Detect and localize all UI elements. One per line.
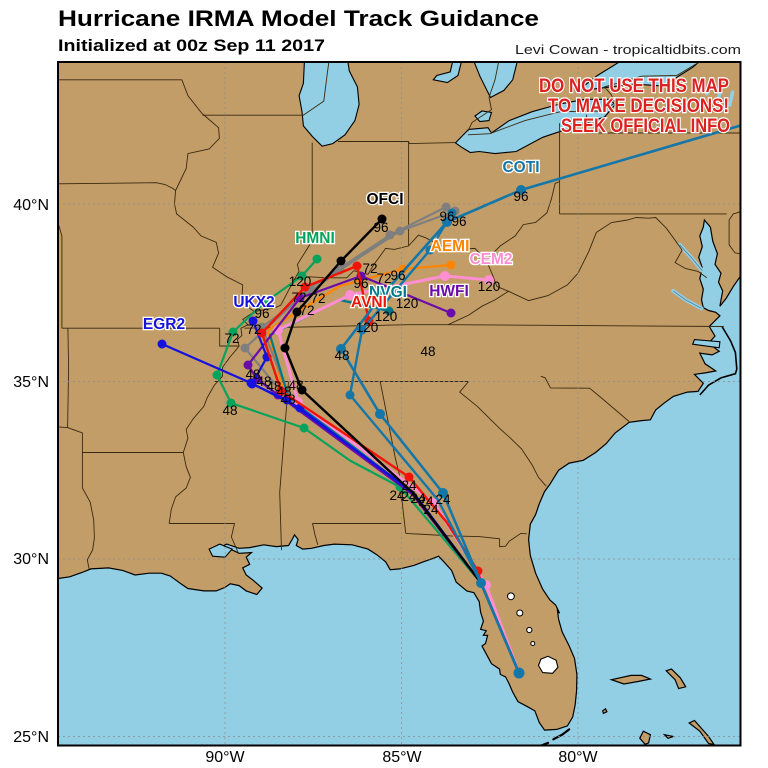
svg-text:120: 120 xyxy=(396,296,419,311)
svg-text:96: 96 xyxy=(451,214,466,229)
svg-text:UKX2: UKX2 xyxy=(233,294,274,311)
svg-text:96: 96 xyxy=(439,209,454,224)
svg-text:24: 24 xyxy=(435,492,451,507)
svg-text:CEM2: CEM2 xyxy=(469,251,512,268)
svg-text:120: 120 xyxy=(478,279,501,294)
svg-text:72: 72 xyxy=(246,322,261,337)
svg-text:35°N: 35°N xyxy=(13,374,49,391)
svg-text:TO MAKE DECISIONS!: TO MAKE DECISIONS! xyxy=(548,96,729,117)
svg-text:24: 24 xyxy=(389,488,405,503)
svg-text:120: 120 xyxy=(356,320,379,335)
svg-text:24: 24 xyxy=(401,478,417,493)
svg-text:48: 48 xyxy=(288,378,303,393)
svg-text:NVGI: NVGI xyxy=(369,284,407,301)
svg-text:OFCI: OFCI xyxy=(366,191,403,208)
svg-text:72: 72 xyxy=(224,331,239,346)
svg-text:96: 96 xyxy=(390,268,405,283)
svg-text:HWFI: HWFI xyxy=(429,283,469,300)
svg-text:40°N: 40°N xyxy=(13,197,49,214)
svg-text:48: 48 xyxy=(266,379,281,394)
svg-text:24: 24 xyxy=(410,491,426,506)
svg-text:COTI: COTI xyxy=(502,159,539,176)
svg-text:48: 48 xyxy=(256,374,271,389)
svg-text:96: 96 xyxy=(254,306,269,321)
svg-text:48: 48 xyxy=(222,403,237,418)
svg-text:Hurricane IRMA Model Track Gui: Hurricane IRMA Model Track Guidance xyxy=(58,6,539,31)
svg-text:72: 72 xyxy=(291,290,306,305)
svg-text:48: 48 xyxy=(276,384,291,399)
svg-text:72: 72 xyxy=(362,261,377,276)
svg-text:24: 24 xyxy=(418,494,434,509)
svg-text:72: 72 xyxy=(299,303,314,318)
svg-text:30°N: 30°N xyxy=(13,551,49,568)
svg-text:AVNI: AVNI xyxy=(351,294,387,311)
svg-text:120: 120 xyxy=(375,309,398,324)
svg-text:48: 48 xyxy=(280,392,295,407)
svg-text:AEMI: AEMI xyxy=(431,238,470,255)
svg-text:EGR2: EGR2 xyxy=(143,316,185,333)
svg-text:48: 48 xyxy=(334,348,349,363)
svg-text:80°W: 80°W xyxy=(558,749,598,766)
svg-text:24: 24 xyxy=(401,489,417,504)
svg-text:DO NOT USE THIS MAP: DO NOT USE THIS MAP xyxy=(539,76,729,97)
svg-text:120: 120 xyxy=(289,274,312,289)
svg-text:HMNI: HMNI xyxy=(295,230,335,247)
svg-text:90°W: 90°W xyxy=(205,749,245,766)
svg-text:96: 96 xyxy=(353,276,368,291)
svg-text:48: 48 xyxy=(420,344,435,359)
svg-text:72: 72 xyxy=(376,271,391,286)
svg-text:96: 96 xyxy=(513,189,528,204)
svg-text:96: 96 xyxy=(373,220,388,235)
svg-text:85°W: 85°W xyxy=(382,749,422,766)
svg-text:25°N: 25°N xyxy=(13,729,49,746)
svg-text:72: 72 xyxy=(310,291,325,306)
svg-text:Levi Cowan - tropicaltidbits.c: Levi Cowan - tropicaltidbits.com xyxy=(515,42,741,57)
svg-text:SEEK OFFICIAL INFO: SEEK OFFICIAL INFO xyxy=(561,116,730,137)
svg-text:48: 48 xyxy=(245,367,260,382)
svg-text:24: 24 xyxy=(423,502,439,517)
svg-text:Initialized at 00z Sep 11 2017: Initialized at 00z Sep 11 2017 xyxy=(58,37,325,55)
